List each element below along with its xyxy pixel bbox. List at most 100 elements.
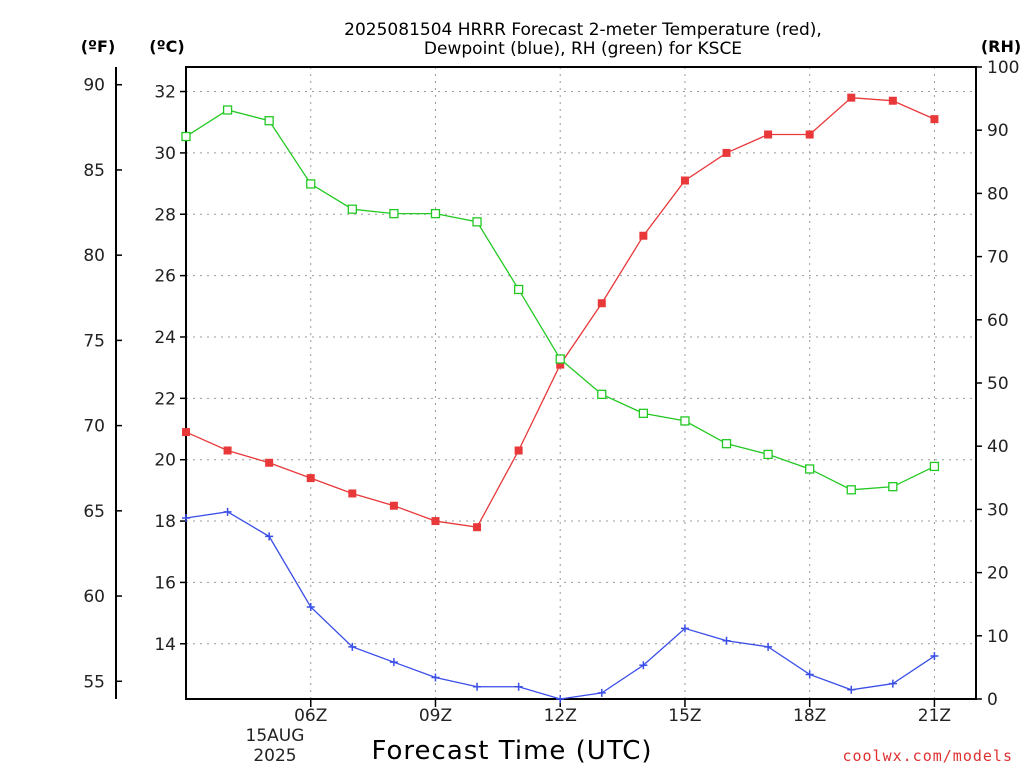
fahrenheit-tick-label: 90 <box>83 76 105 96</box>
celsius-tick-label: 26 <box>154 267 176 287</box>
dewpoint-point <box>722 636 731 645</box>
dewpoint-point <box>930 652 939 661</box>
temperature-point <box>182 428 190 437</box>
rh-point <box>347 204 357 214</box>
credit-text: coolwx.com/models <box>842 747 1013 765</box>
temperature-point <box>473 523 482 532</box>
temperature-point <box>805 130 814 139</box>
rh-point <box>389 208 399 219</box>
rh-point <box>638 408 649 418</box>
rh-tick-label: 70 <box>987 248 1009 268</box>
rh-point <box>222 105 233 115</box>
dewpoint-point <box>306 602 315 611</box>
rh-point <box>306 179 316 189</box>
temperature-point <box>306 474 315 483</box>
fahrenheit-tick-label: 60 <box>83 587 105 607</box>
rh-tick-label: 0 <box>987 690 998 710</box>
rh-tick-label: 60 <box>987 311 1009 331</box>
dewpoint-point <box>805 670 814 679</box>
temperature-point <box>764 130 773 139</box>
rh-tick-label: 50 <box>987 374 1009 394</box>
dewpoint-point <box>389 658 398 667</box>
celsius-tick-label: 20 <box>154 451 176 471</box>
rh-point <box>929 461 940 472</box>
rh-point <box>805 464 815 474</box>
rh-tick-label: 30 <box>987 500 1009 520</box>
celsius-tick-label: 18 <box>154 512 176 532</box>
dewpoint-point <box>182 513 190 522</box>
x-tick-label: 15Z <box>668 706 701 726</box>
rh-point <box>264 116 274 126</box>
temperature-point <box>680 176 689 185</box>
rh-point <box>597 389 607 400</box>
fahrenheit-tick-label: 70 <box>83 417 105 437</box>
temperature-point <box>597 299 606 308</box>
temperature-point <box>556 360 565 369</box>
fahrenheit-tick-label: 75 <box>83 331 105 351</box>
x-tick-label: 18Z <box>793 706 826 726</box>
fahrenheit-tick-label: 85 <box>83 161 105 181</box>
date-label-day: 15AUG <box>246 726 305 746</box>
rh-point <box>721 439 732 449</box>
dewpoint-point <box>680 624 689 633</box>
rh-tick-label: 20 <box>987 564 1009 584</box>
celsius-tick-label: 24 <box>154 328 176 348</box>
dewpoint-point <box>764 642 773 651</box>
dewpoint-point <box>556 695 565 703</box>
celsius-tick-label: 16 <box>154 573 176 593</box>
data-series <box>181 93 940 703</box>
rh-point <box>680 416 690 426</box>
plot-frame <box>185 66 977 700</box>
temperature-point <box>223 446 232 455</box>
axes: 06Z 09Z 12Z 15Z 18Z 21Z 14 16 18 20 22 24 26 28 30 32 55… <box>83 58 1019 726</box>
temperature-point <box>389 501 398 510</box>
fahrenheit-tick-label: 65 <box>83 502 105 522</box>
rh-point <box>513 284 524 295</box>
celsius-tick-label: 22 <box>154 389 176 409</box>
temperature-point <box>888 96 897 105</box>
dewpoint-point <box>473 682 482 691</box>
chart-title-line1: 2025081504 HRRR Forecast 2-meter Tempera… <box>344 20 822 40</box>
x-tick-label: 09Z <box>419 706 452 726</box>
dewpoint-point <box>265 532 274 541</box>
dewpoint-point <box>888 679 897 688</box>
dewpoint-point <box>223 507 232 516</box>
rh-tick-label: 90 <box>987 121 1009 141</box>
rh-tick-label: 10 <box>987 627 1009 647</box>
dewpoint-point <box>847 685 856 694</box>
rh-point <box>888 481 898 492</box>
rh-point <box>763 449 773 460</box>
temperature-point <box>265 458 274 467</box>
dewpoint-point <box>431 673 440 682</box>
celsius-tick-label: 30 <box>154 144 176 164</box>
temperature-point <box>847 93 856 102</box>
dewpoint-point <box>597 688 606 697</box>
celsius-axis-unit: (ºC) <box>149 37 184 56</box>
rh-point <box>430 208 441 219</box>
celsius-tick-label: 14 <box>154 635 176 655</box>
rh-point <box>555 354 565 364</box>
rh-axis-unit: (RH) <box>981 37 1021 56</box>
dewpoint-point <box>514 682 523 691</box>
dewpoint-point <box>348 642 357 651</box>
gridlines <box>186 67 976 699</box>
x-tick-label: 06Z <box>294 706 327 726</box>
temperature-point <box>639 231 648 240</box>
x-tick-label: 21Z <box>918 706 951 726</box>
date-label-year: 2025 <box>253 746 296 766</box>
temperature-point <box>431 517 440 526</box>
temperature-point <box>930 115 939 124</box>
celsius-tick-label: 28 <box>154 205 176 225</box>
rh-tick-label: 100 <box>987 58 1019 78</box>
rh-point <box>846 485 856 495</box>
temperature-point <box>514 446 523 455</box>
celsius-tick-label: 32 <box>154 83 176 103</box>
rh-point <box>472 217 482 227</box>
rh-tick-label: 40 <box>987 437 1009 457</box>
x-axis-label: Forecast Time (UTC) <box>371 736 652 766</box>
chart-title-line2: Dewpoint (blue), RH (green) for KSCE <box>424 39 742 59</box>
fahrenheit-tick-label: 55 <box>83 672 105 692</box>
fahrenheit-axis-unit: (ºF) <box>81 37 116 56</box>
rh-point <box>181 131 191 142</box>
